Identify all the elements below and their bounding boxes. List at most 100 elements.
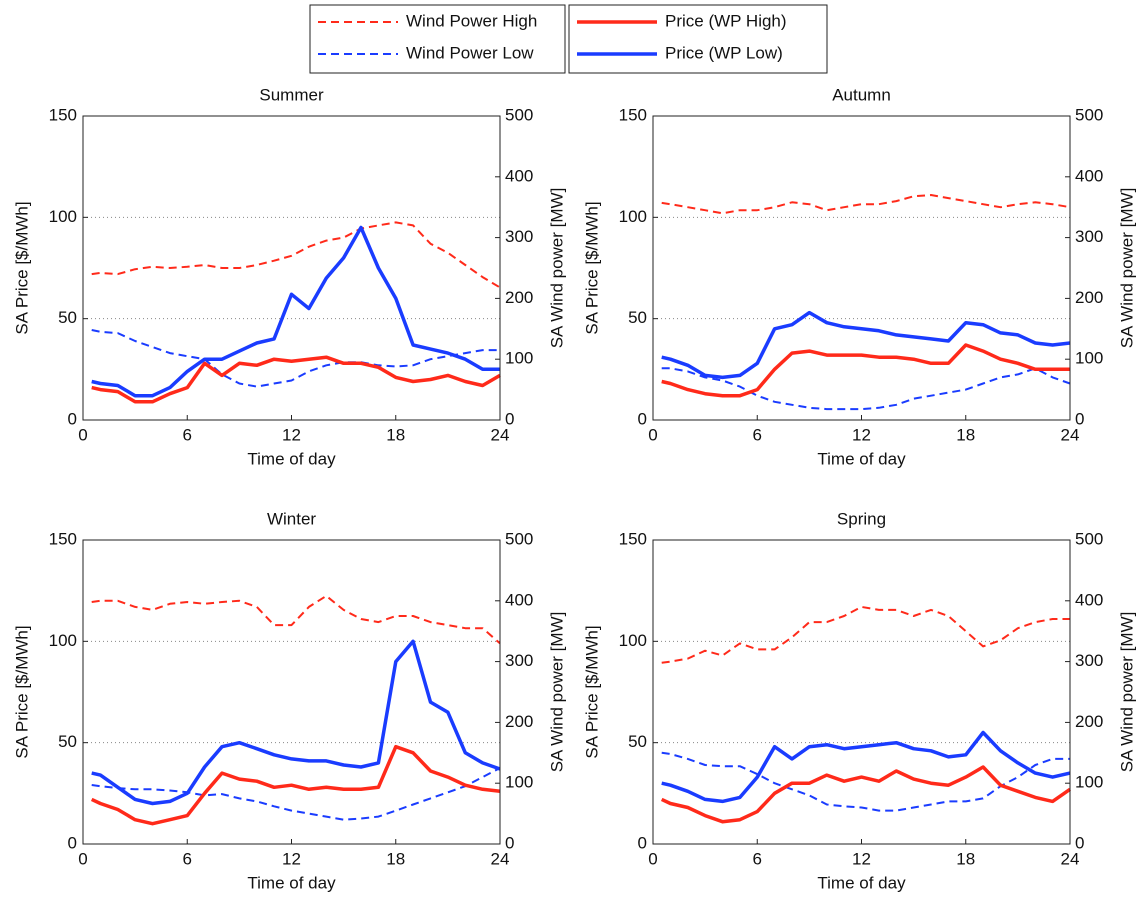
legend-box <box>568 4 828 74</box>
x-tick-label: 6 <box>183 425 192 444</box>
y2-tick-label: 200 <box>1075 288 1103 307</box>
chart-title: Summer <box>259 85 324 104</box>
y2-tick-label: 100 <box>505 773 533 792</box>
x-tick-label: 0 <box>648 425 657 444</box>
plot-frame <box>652 115 1071 421</box>
y-tick-label: 150 <box>619 529 647 548</box>
y2-tick-label: 200 <box>505 288 533 307</box>
x-tick-label: 12 <box>282 425 301 444</box>
legend-box <box>309 4 566 74</box>
y2-tick-label: 500 <box>1075 529 1103 548</box>
plot-frame <box>652 539 1071 845</box>
y2-axis-label: SA Wind power [MW] <box>1117 612 1136 773</box>
plot-area <box>653 540 1070 844</box>
x-tick-label: 12 <box>852 849 871 868</box>
x-axis-label: Time of day <box>247 873 336 892</box>
x-tick-label: 12 <box>282 849 301 868</box>
series-line <box>91 329 500 388</box>
y2-tick-label: 0 <box>505 833 514 852</box>
y-tick-label: 100 <box>49 631 77 650</box>
y2-tick-label: 200 <box>1075 712 1103 731</box>
y2-tick-label: 300 <box>505 227 533 246</box>
y-tick-label: 0 <box>638 833 647 852</box>
series-line <box>91 639 501 806</box>
x-tick-label: 18 <box>386 425 405 444</box>
x-tick-label: 24 <box>491 849 510 868</box>
y2-tick-label: 100 <box>1075 773 1103 792</box>
plot-frame <box>82 115 501 421</box>
y-tick-label: 150 <box>619 105 647 124</box>
x-tick-label: 18 <box>956 425 975 444</box>
series-line <box>661 310 1071 380</box>
y-tick-label: 150 <box>49 105 77 124</box>
y-tick-label: 50 <box>628 308 647 327</box>
legend-label: Wind Power Low <box>406 43 534 62</box>
y2-tick-label: 500 <box>1075 105 1103 124</box>
y2-tick-label: 400 <box>1075 166 1103 185</box>
x-tick-label: 6 <box>753 425 762 444</box>
y2-tick-label: 0 <box>505 409 514 428</box>
y-tick-label: 0 <box>638 409 647 428</box>
series-line <box>91 221 501 289</box>
x-axis-label: Time of day <box>817 873 906 892</box>
y2-axis-label: SA Wind power [MW] <box>547 188 566 349</box>
x-tick-label: 6 <box>753 849 762 868</box>
plot-area <box>83 116 500 420</box>
series-line <box>91 355 501 404</box>
y2-tick-label: 400 <box>1075 590 1103 609</box>
series-line <box>91 767 501 821</box>
series-line <box>90 744 501 826</box>
y-axis-label: SA Price [$/MWh] <box>582 625 601 758</box>
y-tick-label: 0 <box>68 409 77 428</box>
y2-tick-label: 400 <box>505 590 533 609</box>
x-tick-label: 0 <box>78 849 87 868</box>
y-axis-label: SA Price [$/MWh] <box>12 201 31 334</box>
legend-label: Wind Power High <box>406 11 537 30</box>
y2-tick-label: 0 <box>1075 409 1084 428</box>
chart-title: Spring <box>837 509 886 528</box>
y2-tick-label: 400 <box>505 166 533 185</box>
plot-area <box>83 540 500 844</box>
x-tick-label: 24 <box>1061 849 1080 868</box>
y-tick-label: 150 <box>49 529 77 548</box>
y-tick-label: 50 <box>628 732 647 751</box>
x-tick-label: 6 <box>183 849 192 868</box>
y2-tick-label: 300 <box>505 651 533 670</box>
y2-tick-label: 500 <box>505 529 533 548</box>
legend-label: Price (WP High) <box>665 11 787 30</box>
series-line <box>91 225 500 398</box>
plot-frame <box>82 539 501 845</box>
y2-tick-label: 200 <box>505 712 533 731</box>
chart-title: Autumn <box>832 85 891 104</box>
y-tick-label: 100 <box>619 631 647 650</box>
x-axis-label: Time of day <box>817 449 906 468</box>
series-line <box>661 343 1070 398</box>
x-tick-label: 0 <box>648 849 657 868</box>
series-line <box>661 730 1071 804</box>
x-axis-label: Time of day <box>247 449 336 468</box>
plot-area <box>653 116 1070 420</box>
y-tick-label: 0 <box>68 833 77 852</box>
chart-title: Winter <box>267 509 316 528</box>
x-tick-label: 12 <box>852 425 871 444</box>
y2-tick-label: 100 <box>1075 349 1103 368</box>
series-line <box>660 765 1071 824</box>
x-tick-label: 24 <box>491 425 510 444</box>
y2-tick-label: 300 <box>1075 651 1103 670</box>
y2-axis-label: SA Wind power [MW] <box>1117 188 1136 349</box>
x-tick-label: 0 <box>78 425 87 444</box>
legend-label: Price (WP Low) <box>665 43 783 62</box>
y2-axis-label: SA Wind power [MW] <box>547 612 566 773</box>
y2-tick-label: 500 <box>505 105 533 124</box>
series-line <box>661 194 1071 215</box>
y2-tick-label: 100 <box>505 349 533 368</box>
y-tick-label: 50 <box>58 732 77 751</box>
y2-tick-label: 300 <box>1075 227 1103 246</box>
x-tick-label: 18 <box>386 849 405 868</box>
y-axis-label: SA Price [$/MWh] <box>12 625 31 758</box>
series-line <box>91 594 501 645</box>
y-tick-label: 50 <box>58 308 77 327</box>
y2-tick-label: 0 <box>1075 833 1084 852</box>
y-tick-label: 100 <box>619 207 647 226</box>
